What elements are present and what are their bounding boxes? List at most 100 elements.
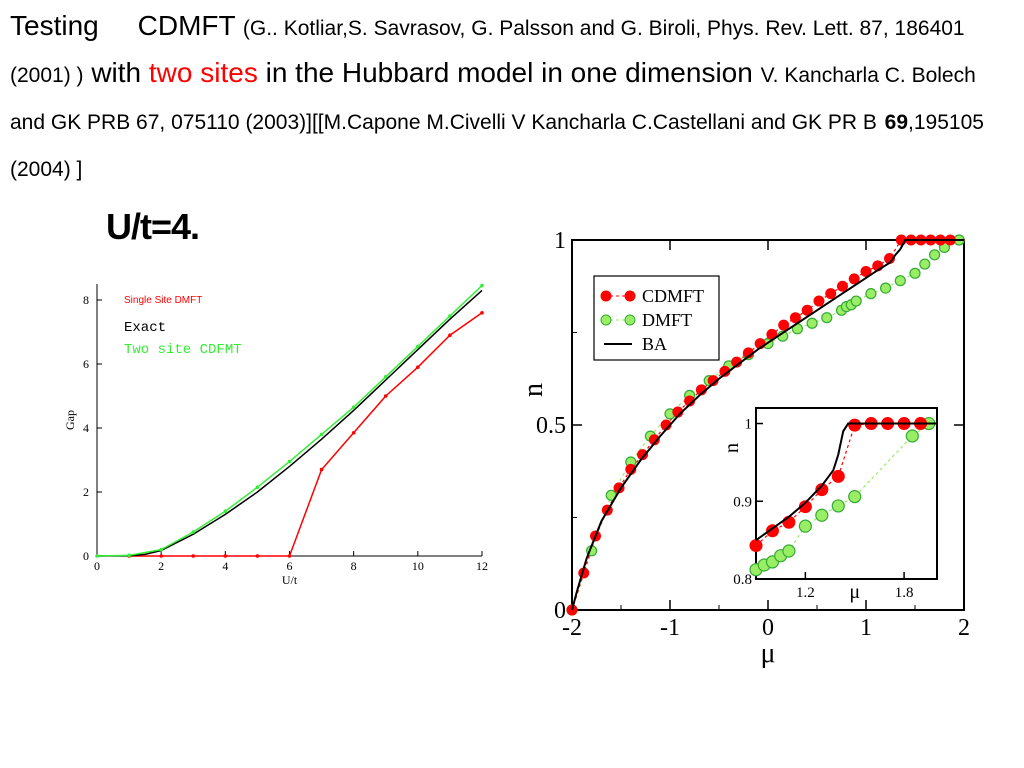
x-tick-label: 0 bbox=[94, 559, 100, 573]
header-hubbard: in the Hubbard model in one dimension bbox=[265, 57, 753, 88]
header-reference-1: (G.. Kotliar,S. Savrasov, G. Palsson and… bbox=[10, 17, 965, 87]
data-point-inset-cdmft bbox=[831, 469, 845, 483]
data-point-two-site-cdfmt bbox=[448, 314, 452, 318]
data-point-dmft bbox=[929, 249, 941, 261]
data-point-dmft bbox=[909, 267, 921, 279]
x-tick-label: 6 bbox=[287, 559, 293, 573]
x-axis-label: U/t bbox=[282, 573, 298, 587]
x-tick-label: 2 bbox=[158, 559, 164, 573]
y-tick-label: 0 bbox=[554, 598, 566, 624]
data-point-inset-cdmft bbox=[765, 524, 779, 538]
data-point-inset-cdmft bbox=[749, 539, 763, 553]
x-tick-label: 1 bbox=[860, 615, 872, 641]
header-pages: ,195105 (2004) ] bbox=[10, 111, 984, 181]
data-point-cdmft bbox=[637, 449, 649, 461]
data-point-two-site-cdfmt bbox=[127, 553, 131, 558]
data-point-cdmft bbox=[707, 375, 719, 387]
data-point-two-site-cdfmt bbox=[95, 554, 99, 558]
data-point-dmft bbox=[919, 258, 931, 270]
x-tick-label: 0 bbox=[762, 615, 774, 641]
data-point-two-site-cdfmt bbox=[383, 375, 388, 379]
data-point-cdmft bbox=[801, 304, 813, 316]
y-tick-label: 0.5 bbox=[536, 413, 566, 439]
inset-y-tick-label: 0.8 bbox=[733, 572, 752, 588]
slide-header: Testing CDMFT (G.. Kotliar,S. Savrasov, … bbox=[10, 4, 1015, 192]
data-point-single-site-dmft bbox=[480, 311, 484, 315]
data-point-two-site-cdfmt bbox=[319, 432, 324, 437]
legend-marker-cdmft bbox=[600, 290, 612, 302]
data-point-two-site-cdfmt bbox=[159, 547, 163, 552]
data-point-inset-dmft bbox=[848, 490, 862, 504]
x-tick-label: 8 bbox=[351, 559, 357, 573]
data-point-inset-cdmft bbox=[848, 418, 862, 432]
x-tick-label: -1 bbox=[660, 615, 680, 641]
data-point-single-site-dmft bbox=[416, 365, 420, 369]
data-point-cdmft bbox=[825, 288, 837, 300]
data-point-cdmft bbox=[719, 365, 731, 377]
legend-exact: Exact bbox=[124, 320, 166, 336]
x-tick-label: 2 bbox=[958, 615, 970, 641]
legend-box bbox=[593, 275, 720, 361]
series-line-exact bbox=[96, 289, 483, 557]
inset-y-axis-label: n bbox=[721, 443, 743, 453]
data-point-cdmft bbox=[648, 434, 660, 446]
density-chart: -2 -1 0 1 2 0 0.5 1 μ n CDMFT DMFT BA 0.80.911.2 1.8μn bbox=[518, 228, 970, 669]
data-point-single-site-dmft bbox=[319, 467, 324, 472]
data-point-single-site-dmft bbox=[223, 554, 228, 558]
header-volume: 69 bbox=[884, 111, 909, 134]
y-tick-label: 4 bbox=[83, 421, 89, 435]
inset-x-tick-label: 1.2 bbox=[796, 585, 815, 601]
data-point-dmft bbox=[894, 275, 906, 287]
x-tick-label: 4 bbox=[222, 559, 228, 573]
data-point-cdmft bbox=[672, 406, 684, 418]
data-point-single-site-dmft bbox=[159, 554, 163, 558]
legend-single-site-dmft: Single Site DMFT bbox=[124, 295, 202, 306]
header-testing: Testing bbox=[10, 10, 99, 41]
legend-label-dmft: DMFT bbox=[642, 310, 692, 330]
data-point-cdmft bbox=[731, 356, 743, 368]
y-tick-label: 8 bbox=[83, 293, 89, 307]
x-tick-label: -2 bbox=[562, 615, 582, 641]
series-line-single-site-dmft bbox=[129, 312, 483, 557]
data-point-inset-dmft bbox=[782, 544, 796, 558]
header-reference-2: V. Kancharla C. Bolech and GK PRB 67, 07… bbox=[10, 64, 976, 134]
legend-label-ba: BA bbox=[642, 334, 667, 354]
data-point-inset-dmft bbox=[815, 508, 829, 522]
inset-chart: 0.8 0.9 1 1.2 1.8 μ n bbox=[721, 407, 938, 603]
y-tick-label: 1 bbox=[554, 228, 566, 254]
data-point-cdmft bbox=[848, 273, 860, 285]
data-point-two-site-cdfmt bbox=[223, 509, 228, 513]
data-point-inset-cdmft bbox=[798, 500, 812, 514]
data-point-inset-dmft bbox=[798, 519, 812, 533]
data-point-dmft bbox=[865, 288, 877, 300]
legend-marker-cdmft bbox=[624, 290, 636, 302]
data-point-two-site-cdfmt bbox=[287, 459, 292, 464]
y-tick-label: 2 bbox=[83, 485, 89, 499]
data-point-cdmft bbox=[778, 319, 790, 331]
data-point-dmft bbox=[880, 282, 892, 294]
series-line-ba bbox=[571, 239, 964, 611]
y-axis-label: n bbox=[518, 383, 549, 397]
data-point-single-site-dmft bbox=[255, 554, 260, 558]
legend-marker-dmft bbox=[624, 314, 636, 326]
x-tick-label: 10 bbox=[412, 559, 424, 573]
x-axis-label: μ bbox=[760, 638, 775, 669]
data-point-inset-dmft bbox=[831, 499, 845, 513]
data-point-two-site-cdfmt bbox=[351, 405, 356, 409]
data-point-two-site-cdfmt bbox=[255, 485, 260, 489]
data-point-dmft bbox=[821, 312, 833, 324]
header-cdmft: CDMFT bbox=[137, 10, 236, 41]
data-point-inset-cdmft bbox=[815, 483, 829, 497]
data-point-two-site-cdfmt bbox=[480, 283, 484, 288]
gap-chart: 0 2 4 6 8 10 12 0 2 4 6 8 U/t Gap Single Site DMFT Exac… bbox=[63, 283, 488, 587]
header-two-sites: two sites bbox=[148, 57, 258, 88]
data-point-cdmft bbox=[836, 280, 848, 292]
legend-two-site: Two site CDFMT bbox=[124, 342, 242, 358]
y-tick-label: 0 bbox=[83, 549, 89, 563]
data-point-inset-dmft bbox=[905, 429, 919, 443]
data-point-single-site-dmft bbox=[287, 554, 292, 558]
data-point-dmft bbox=[850, 295, 862, 307]
legend-label-cdmft: CDMFT bbox=[642, 286, 704, 306]
data-point-single-site-dmft bbox=[351, 431, 356, 435]
data-point-dmft bbox=[806, 317, 818, 329]
